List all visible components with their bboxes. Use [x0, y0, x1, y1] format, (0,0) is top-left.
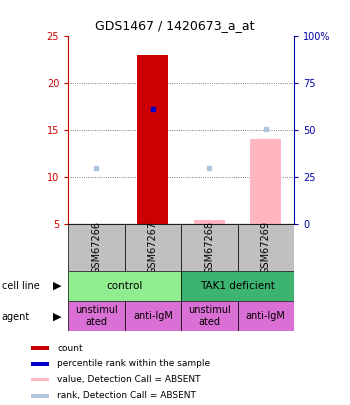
Bar	[68, 271, 181, 301]
Text: agent: agent	[2, 312, 30, 322]
Bar	[31, 377, 49, 382]
Text: percentile rank within the sample: percentile rank within the sample	[57, 359, 210, 369]
Bar	[194, 220, 225, 224]
Bar	[125, 301, 181, 331]
Bar	[181, 301, 238, 331]
Bar	[125, 224, 181, 271]
Text: GDS1467 / 1420673_a_at: GDS1467 / 1420673_a_at	[95, 19, 255, 32]
Text: GSM67268: GSM67268	[204, 221, 214, 274]
Text: GSM67266: GSM67266	[91, 221, 102, 274]
Text: ▶: ▶	[53, 281, 61, 291]
Bar	[31, 346, 49, 350]
Bar	[31, 394, 49, 398]
Text: GSM67267: GSM67267	[148, 221, 158, 274]
Bar	[68, 301, 125, 331]
Text: value, Detection Call = ABSENT: value, Detection Call = ABSENT	[57, 375, 201, 384]
Text: cell line: cell line	[2, 281, 40, 291]
Text: count: count	[57, 344, 83, 353]
Bar	[68, 224, 125, 271]
Bar	[238, 301, 294, 331]
Text: ▶: ▶	[53, 312, 61, 322]
Text: anti-IgM: anti-IgM	[133, 311, 173, 321]
Text: unstimul
ated: unstimul ated	[188, 305, 231, 327]
Bar	[138, 55, 168, 224]
Text: control: control	[106, 281, 143, 291]
Text: unstimul
ated: unstimul ated	[75, 305, 118, 327]
Text: GSM67269: GSM67269	[261, 221, 271, 274]
Text: TAK1 deficient: TAK1 deficient	[200, 281, 275, 291]
Bar	[238, 224, 294, 271]
Bar	[250, 139, 281, 224]
Text: anti-IgM: anti-IgM	[246, 311, 286, 321]
Text: rank, Detection Call = ABSENT: rank, Detection Call = ABSENT	[57, 391, 196, 400]
Bar	[181, 271, 294, 301]
Bar	[31, 362, 49, 366]
Bar	[181, 224, 238, 271]
